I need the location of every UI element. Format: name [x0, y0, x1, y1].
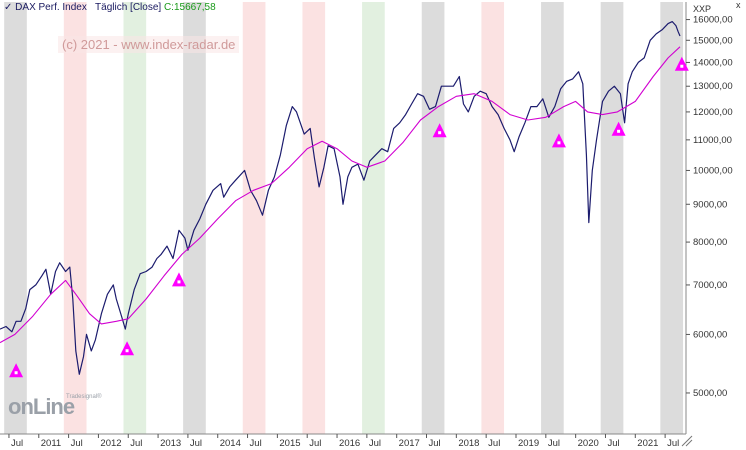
seasonal-band-red [481, 2, 505, 434]
seasonal-band-green [362, 2, 385, 434]
x-tick-label: 2019 [518, 438, 539, 449]
x-tick-label: 2013 [160, 438, 181, 449]
y-tick-label: 11000,00 [693, 135, 732, 146]
x-tick-label: Jul [250, 438, 262, 449]
buy-signal-marker [611, 121, 626, 136]
buy-signal-marker [120, 341, 135, 356]
x-tick-label: 2016 [339, 438, 360, 449]
seasonal-band-gray [4, 2, 27, 434]
y-tick-label: 9000,00 [693, 199, 727, 210]
y-tick-label: 8000,00 [693, 237, 727, 248]
y-tick-label: 14000,00 [693, 57, 733, 68]
x-tick-label: Jul [488, 438, 500, 449]
seasonal-band-gray [600, 2, 624, 434]
period-label: Täglich [Close] [95, 2, 162, 13]
copyright-watermark: (c) 2021 - www.index-radar.de [58, 36, 240, 53]
x-tick-label: Jul [429, 438, 441, 449]
x-tick-label: 2012 [100, 438, 121, 449]
x-tick-label: 2017 [399, 438, 420, 449]
instrument-title: DAX Perf. Index [15, 2, 87, 13]
buy-signal-marker-dot [125, 349, 129, 353]
buy-signal-marker [551, 133, 566, 148]
buy-signal-marker-dot [14, 371, 18, 375]
x-tick-label: Jul [190, 438, 202, 449]
y-tick-label: 6000,00 [693, 329, 727, 340]
y-tick-label: 15000,00 [693, 35, 733, 46]
x-tick-label: Jul [11, 438, 23, 449]
x-tick-label: 2020 [578, 438, 599, 449]
x-tick-label: 2018 [458, 438, 479, 449]
seasonal-band-red [302, 2, 326, 434]
seasonal-band-gray [541, 2, 564, 434]
chart-header: ✓ DAX Perf. Index Täglich [Close] C:1566… [4, 2, 216, 13]
buy-signal-marker-dot [438, 131, 442, 135]
unit-label: XXP [693, 4, 712, 14]
moving-average-line [0, 46, 681, 344]
x-tick-label: Jul [71, 438, 83, 449]
seasonal-band-gray [183, 2, 206, 434]
buy-signal-marker-dot [557, 141, 561, 145]
buy-signal-marker-dot [680, 64, 684, 68]
x-tick-label: 2011 [41, 438, 61, 449]
close-icon[interactable]: x [736, 0, 741, 10]
x-tick-label: Jul [130, 438, 142, 449]
x-tick-label: Jul [548, 438, 560, 449]
y-tick-label: 13000,00 [693, 81, 733, 92]
indicator-check-icon[interactable]: ✓ [4, 2, 13, 13]
y-tick-label: 10000,00 [693, 165, 733, 176]
buy-signal-marker-dot [617, 129, 621, 133]
resize-grip-icon [681, 435, 693, 447]
x-tick-label: Jul [369, 438, 381, 449]
x-tick-label: Jul [607, 438, 619, 449]
y-tick-label: 12000,00 [693, 107, 733, 118]
close-value-label: C:15667,58 [163, 2, 216, 13]
tradesignal-online-logo: onLine Tradesignal® [8, 394, 102, 420]
x-tick-label: 2015 [279, 438, 300, 449]
x-tick-label: Jul [667, 438, 679, 449]
buy-signal-marker [674, 56, 689, 71]
seasonal-band-red [242, 2, 266, 434]
price-line [0, 21, 681, 375]
buy-signal-marker [432, 123, 447, 138]
seasonal-band-gray [421, 2, 445, 434]
y-tick-label: 5000,00 [693, 388, 727, 399]
logo-small-text: Tradesignal® [66, 394, 102, 400]
y-tick-label: 16000,00 [693, 15, 733, 26]
seasonal-band-gray [660, 2, 684, 434]
y-tick-label: 7000,00 [693, 280, 727, 291]
x-tick-label: Jul [309, 438, 321, 449]
logo-main-text: onLine [8, 394, 75, 419]
buy-signal-marker [171, 272, 186, 287]
seasonal-band-red [63, 2, 87, 434]
x-tick-label: 2014 [220, 438, 241, 449]
seasonal-band-green [123, 2, 147, 434]
buy-signal-marker-dot [177, 280, 181, 284]
buy-signal-marker [9, 363, 24, 378]
x-tick-label: 2021 [637, 438, 658, 449]
